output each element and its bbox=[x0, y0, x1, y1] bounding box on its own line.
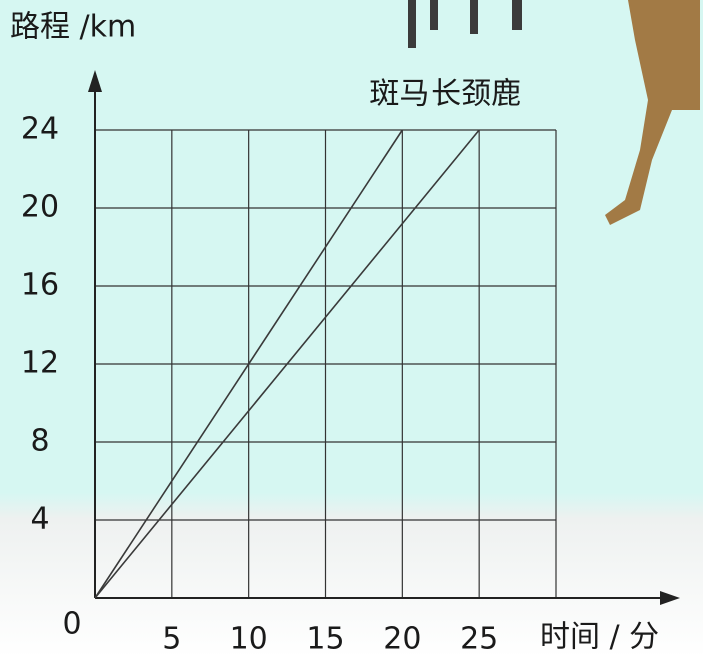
y-tick-label: 4 bbox=[30, 502, 49, 537]
x-tick-label: 20 bbox=[383, 622, 421, 657]
series-label: 斑马 bbox=[369, 77, 429, 112]
series-label: 长颈鹿 bbox=[431, 77, 521, 112]
y-tick-label: 16 bbox=[21, 268, 59, 303]
x-tick-label: 25 bbox=[460, 622, 498, 657]
x-tick-label: 5 bbox=[162, 622, 181, 657]
x-axis-label: 时间 / 分 bbox=[540, 620, 659, 655]
chart: 路程 /km 时间 / 分 0 4 8 12 16 20 24 5 10 15 20 25 斑马长颈鹿 bbox=[0, 0, 703, 657]
x-tick-label: 10 bbox=[230, 622, 268, 657]
background bbox=[0, 0, 703, 657]
y-tick-label: 8 bbox=[30, 424, 49, 459]
y-tick-label: 12 bbox=[21, 346, 59, 381]
x-tick-label: 15 bbox=[306, 622, 344, 657]
y-tick-label: 24 bbox=[21, 112, 59, 147]
y-tick-label: 0 bbox=[62, 607, 81, 642]
page: 路程 /km 时间 / 分 04812162024510152025斑马长颈鹿 … bbox=[0, 0, 703, 657]
y-axis-label: 路程 /km bbox=[10, 10, 136, 45]
y-tick-label: 20 bbox=[21, 190, 59, 225]
